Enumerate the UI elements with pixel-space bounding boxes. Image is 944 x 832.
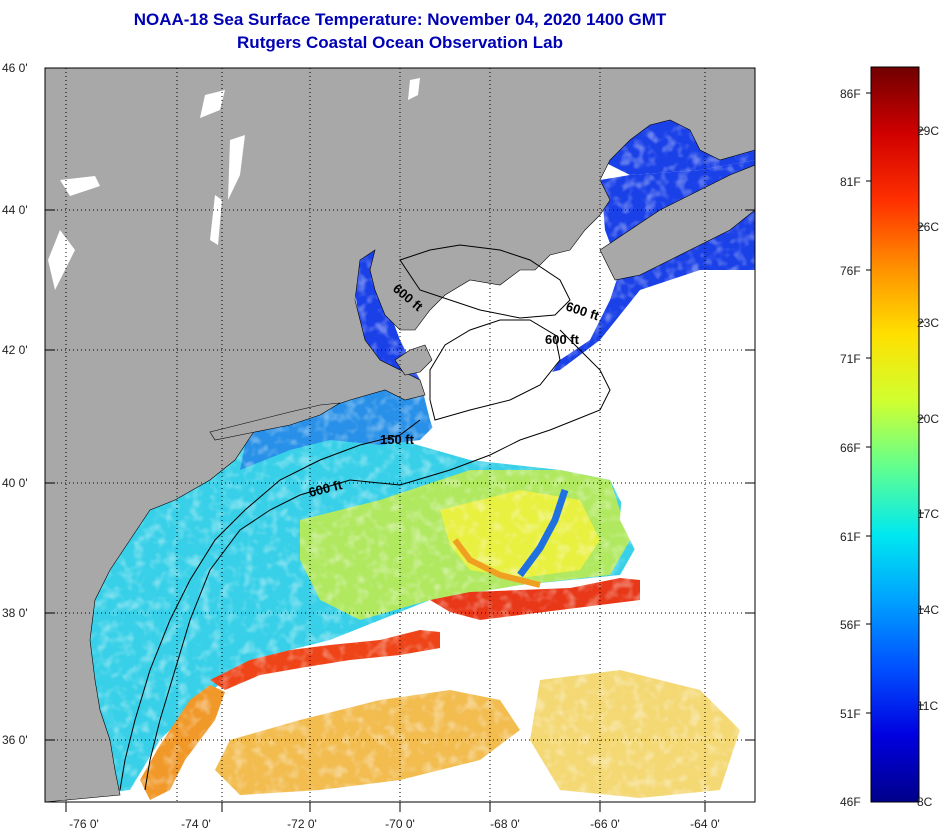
cbar-label-17c: 17C bbox=[917, 507, 939, 521]
lon-label-64: -64 0' bbox=[690, 817, 720, 831]
cbar-label-56f: 56F bbox=[840, 618, 861, 632]
lake-d bbox=[48, 230, 75, 290]
lake-b bbox=[228, 135, 245, 200]
lon-label-66: -66 0' bbox=[590, 817, 620, 831]
sst-map: 600 ft 600 ft 600 ft 150 ft 600 ft bbox=[2, 61, 756, 831]
lat-label-36: 36 0' bbox=[2, 733, 28, 747]
cbar-label-26c: 26C bbox=[917, 220, 939, 234]
lon-label-76: -76 0' bbox=[69, 817, 99, 831]
cbar-label-61f: 61F bbox=[840, 530, 861, 544]
axis-ticks bbox=[45, 67, 755, 812]
lake-f bbox=[408, 78, 420, 100]
map-subtitle: Rutgers Coastal Ocean Observation Lab bbox=[237, 33, 563, 52]
lake-e bbox=[60, 176, 100, 196]
long-island bbox=[209, 402, 341, 441]
colorbar-gradient bbox=[870, 66, 920, 803]
cbar-label-66f: 66F bbox=[840, 441, 861, 455]
cbar-label-86f: 86F bbox=[840, 87, 861, 101]
colorbar-c-ticks bbox=[919, 129, 924, 706]
cbar-label-81f: 81F bbox=[840, 175, 861, 189]
contour-label-georges-600: 600 ft bbox=[545, 332, 580, 347]
cbar-label-29c: 29C bbox=[917, 124, 939, 138]
lake-c bbox=[210, 195, 222, 245]
lon-label-70: -70 0' bbox=[385, 817, 415, 831]
cbar-label-14c: 14C bbox=[917, 603, 939, 617]
cape-cod bbox=[394, 344, 433, 376]
contour-label-150: 150 ft bbox=[380, 432, 415, 447]
contour-georges bbox=[429, 319, 561, 421]
colorbar-f-ticks bbox=[866, 92, 871, 714]
nova-scotia bbox=[599, 164, 755, 281]
us-mainland bbox=[45, 68, 755, 802]
map-title: NOAA-18 Sea Surface Temperature: Novembe… bbox=[133, 10, 667, 29]
lat-label-38: 38 0' bbox=[2, 606, 28, 620]
cold-filament bbox=[517, 488, 569, 578]
lon-label-72: -72 0' bbox=[287, 817, 317, 831]
contour-gulf-of-maine bbox=[399, 244, 571, 319]
warm-filament bbox=[452, 538, 541, 588]
contour-150 bbox=[119, 419, 421, 791]
cbar-label-51f: 51F bbox=[840, 707, 861, 721]
cbar-label-71f: 71F bbox=[840, 352, 861, 366]
cbar-label-8c: 8C bbox=[917, 795, 933, 809]
cbar-label-23c: 23C bbox=[917, 316, 939, 330]
inland-lakes bbox=[48, 78, 420, 290]
land bbox=[45, 68, 755, 802]
lat-label-42: 42 0' bbox=[2, 343, 28, 357]
cbar-label-20c: 20C bbox=[917, 412, 939, 426]
lon-label-68: -68 0' bbox=[490, 817, 520, 831]
cbar-label-76f: 76F bbox=[840, 264, 861, 278]
lon-label-74: -74 0' bbox=[181, 817, 211, 831]
lat-label-46: 46 0' bbox=[2, 61, 28, 75]
temperature-colorbar: 86F 81F 76F 71F 66F 61F 56F 51F 46F 29C … bbox=[840, 66, 939, 809]
lat-label-40: 40 0' bbox=[2, 476, 28, 490]
lat-label-44: 44 0' bbox=[2, 203, 28, 217]
lake-a bbox=[200, 90, 225, 118]
cbar-label-46f: 46F bbox=[840, 795, 861, 809]
cbar-label-11c: 11C bbox=[917, 699, 938, 713]
